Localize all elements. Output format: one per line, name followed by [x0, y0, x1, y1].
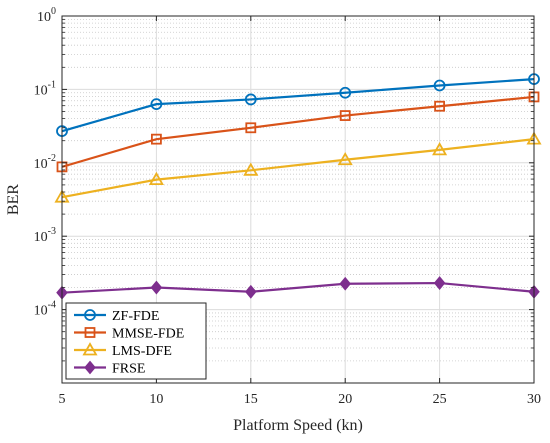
y-tick-label: 10-1: [34, 79, 56, 98]
series-line: [61, 95, 535, 168]
data-point: [150, 133, 162, 145]
data-point: [150, 280, 163, 295]
data-point: [148, 171, 164, 186]
data-point: [433, 79, 446, 92]
data-point: [243, 162, 259, 176]
data-point: [339, 110, 351, 121]
y-tick-label: 10-4: [34, 300, 56, 319]
data-point: [339, 276, 351, 291]
data-point: [245, 284, 257, 299]
y-tick-label: 10-2: [34, 153, 56, 172]
data-point: [433, 276, 446, 290]
x-axis-title: Platform Speed (kn): [233, 417, 363, 434]
plot-frame: [61, 15, 535, 384]
series-group: [54, 73, 542, 300]
y-tick-label: 100: [37, 6, 56, 25]
x-tick-label: 25: [433, 392, 447, 407]
legend-item: FRSE: [74, 360, 145, 377]
legend-marker: [84, 360, 96, 375]
x-tick-label: 15: [244, 392, 258, 407]
x-tick-label: 5: [59, 392, 66, 407]
x-tick-labels: 5 10 15 20 25 30: [59, 392, 542, 407]
data-point: [337, 151, 353, 166]
data-point: [244, 93, 257, 106]
x-tick-label: 10: [149, 392, 163, 407]
data-point: [150, 98, 163, 111]
legend-label: LMS-DFE: [112, 344, 172, 359]
legend-label: ZF-FDE: [112, 309, 159, 324]
legend-label: MMSE-FDE: [112, 327, 184, 342]
legend-marker: [84, 309, 96, 321]
x-tick-label: 20: [338, 392, 352, 407]
legend-item: MMSE-FDE: [74, 327, 184, 342]
y-tick-labels: 100 10-1 10-2 10-3 10-4: [34, 6, 56, 319]
data-point: [245, 122, 257, 134]
legend-item: ZF-FDE: [74, 309, 159, 324]
data-point: [434, 100, 446, 112]
y-axis-title: BER: [5, 184, 22, 215]
series-frse: [56, 276, 540, 300]
series-line: [61, 78, 535, 133]
y-tick-label: 10-3: [34, 226, 56, 245]
legend-marker: [82, 342, 98, 356]
legend-label: FRSE: [112, 362, 145, 377]
legend-marker: [84, 327, 96, 338]
legend: ZF-FDE MMSE-FDE LMS-DFE FRSE: [65, 302, 207, 380]
x-tick-label: 30: [527, 392, 541, 407]
legend-item: LMS-DFE: [74, 342, 172, 359]
data-point: [339, 86, 352, 99]
data-point: [432, 142, 448, 156]
series-line: [61, 138, 535, 199]
ticks: [61, 15, 535, 384]
series-line: [61, 281, 535, 294]
